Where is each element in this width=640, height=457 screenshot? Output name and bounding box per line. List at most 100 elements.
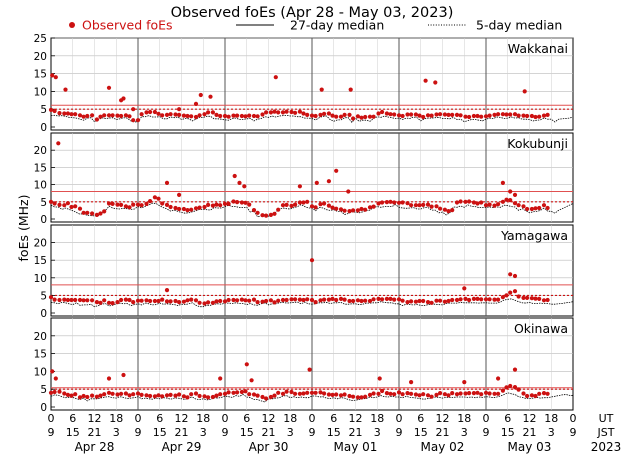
observed-point bbox=[429, 204, 434, 209]
observed-point bbox=[181, 299, 186, 304]
y-tick-label: 5 bbox=[40, 104, 47, 116]
x-tick-label-ut: 12 bbox=[349, 412, 363, 425]
observed-point bbox=[193, 206, 199, 211]
legend: Observed foEs 27-day median 5-day median bbox=[69, 18, 562, 33]
observed-point bbox=[81, 393, 86, 399]
observed-point bbox=[467, 199, 472, 204]
x-tick-label-ut: 18 bbox=[283, 412, 297, 425]
observed-point bbox=[173, 112, 178, 117]
observed-point bbox=[363, 207, 368, 212]
observed-point bbox=[264, 298, 269, 304]
x-tick-label-jst: 3 bbox=[113, 426, 120, 439]
observed-point bbox=[475, 113, 480, 119]
observed-point bbox=[492, 203, 497, 208]
observed-point bbox=[255, 210, 260, 215]
observed-point bbox=[492, 391, 497, 396]
observed-point bbox=[396, 297, 402, 302]
observed-point bbox=[144, 393, 149, 398]
observed-point bbox=[197, 393, 202, 399]
observed-point bbox=[322, 201, 327, 206]
observed-point bbox=[160, 201, 165, 206]
observed-point bbox=[289, 109, 294, 115]
station-label: Kokubunji bbox=[507, 136, 568, 151]
observed-point bbox=[106, 201, 112, 206]
observed-point bbox=[388, 112, 393, 117]
observed-point bbox=[62, 111, 67, 116]
observed-point bbox=[235, 298, 240, 303]
observed-point bbox=[537, 205, 542, 211]
observed-point bbox=[62, 203, 67, 208]
observed-point bbox=[475, 390, 480, 395]
observed-point bbox=[52, 389, 57, 395]
observed-point bbox=[529, 296, 535, 301]
observed-point bbox=[139, 203, 144, 208]
observed-point bbox=[425, 113, 431, 118]
observed-point bbox=[313, 113, 318, 119]
observed-point bbox=[471, 113, 476, 119]
observed-point bbox=[504, 112, 509, 117]
x-tick-label-jst: 15 bbox=[414, 426, 428, 439]
observed-point bbox=[102, 298, 107, 303]
observed-point bbox=[77, 206, 83, 211]
observed-point bbox=[409, 299, 414, 304]
observed-point bbox=[131, 202, 136, 207]
observed-point bbox=[467, 391, 472, 396]
observed-point bbox=[69, 393, 74, 398]
observed-point bbox=[454, 392, 460, 397]
observed-point bbox=[301, 297, 306, 303]
observed-point bbox=[376, 201, 381, 206]
y-tick-label: 0 bbox=[40, 214, 47, 226]
observed-point bbox=[247, 298, 252, 303]
observed-point bbox=[65, 111, 70, 116]
observed-point bbox=[251, 208, 257, 213]
observed-point bbox=[268, 298, 273, 303]
y-tick-label: 25 bbox=[34, 33, 47, 45]
observed-point bbox=[384, 200, 389, 205]
observed-point bbox=[48, 295, 54, 300]
observed-point bbox=[334, 114, 339, 119]
y-tick-label: 20 bbox=[34, 51, 47, 63]
observed-point bbox=[57, 297, 62, 303]
observed-point bbox=[309, 113, 315, 118]
observed-point bbox=[371, 204, 376, 209]
observed-point bbox=[363, 394, 368, 399]
observed-point bbox=[400, 392, 405, 397]
x-tick-label-jst: 21 bbox=[523, 426, 537, 439]
observed-point bbox=[355, 298, 360, 303]
day-label: May 03 bbox=[508, 440, 552, 454]
observed-point bbox=[309, 204, 315, 209]
observed-point bbox=[492, 112, 497, 117]
observed-point bbox=[522, 89, 527, 94]
x-tick-label-jst: 9 bbox=[309, 426, 316, 439]
observed-point bbox=[247, 113, 252, 118]
observed-point bbox=[446, 393, 451, 398]
observed-point bbox=[48, 199, 54, 204]
observed-point bbox=[239, 389, 244, 395]
x-tick-label-ut: 0 bbox=[135, 412, 142, 425]
median-27day-line bbox=[50, 298, 574, 308]
observed-point bbox=[487, 297, 492, 302]
observed-point bbox=[483, 297, 489, 302]
x-tick-label-ut: 12 bbox=[523, 412, 537, 425]
observed-point bbox=[106, 376, 112, 381]
observed-point bbox=[396, 113, 402, 118]
observed-point bbox=[405, 300, 410, 305]
observed-point bbox=[218, 376, 223, 381]
observed-point bbox=[69, 297, 74, 303]
observed-point bbox=[380, 200, 385, 205]
y-tick-label: 20 bbox=[34, 238, 47, 250]
observed-point bbox=[417, 393, 422, 398]
observed-point bbox=[338, 207, 344, 212]
observed-point bbox=[318, 112, 323, 117]
observed-point bbox=[90, 113, 95, 118]
observed-point bbox=[255, 300, 260, 305]
observed-point bbox=[168, 112, 173, 117]
observed-point bbox=[268, 110, 273, 115]
observed-point bbox=[421, 202, 426, 207]
observed-point bbox=[268, 212, 273, 217]
observed-point bbox=[297, 297, 302, 302]
observed-point bbox=[434, 204, 439, 209]
observed-point bbox=[202, 301, 207, 306]
observed-point bbox=[351, 394, 356, 399]
observed-point bbox=[48, 390, 54, 395]
